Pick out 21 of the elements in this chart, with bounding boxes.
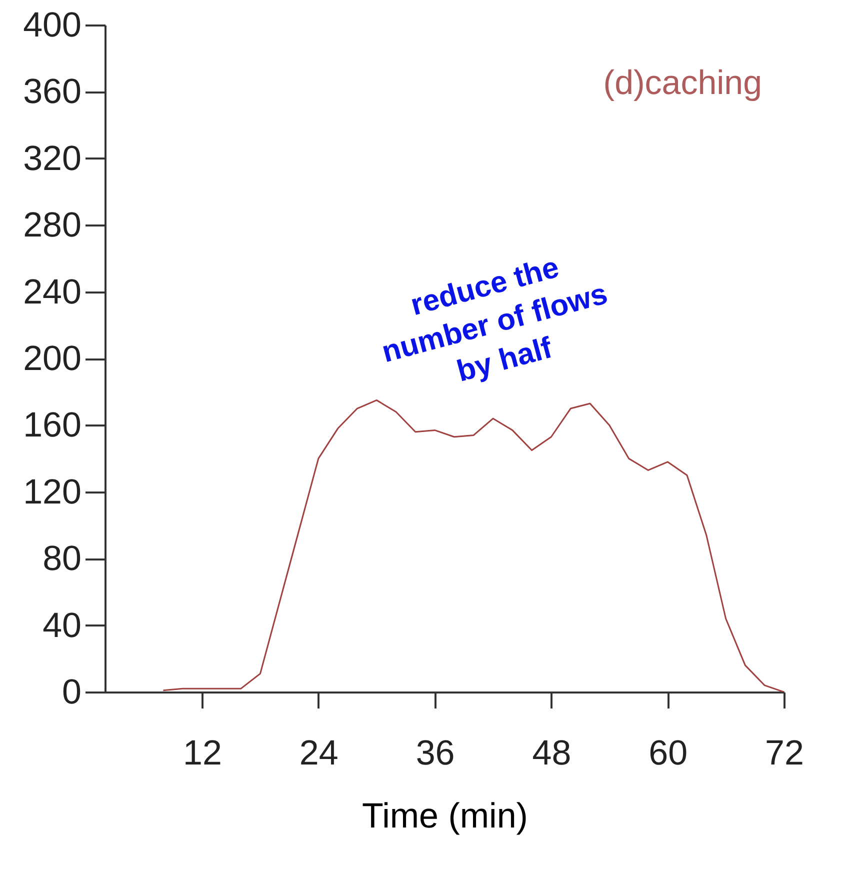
x-axis-title: Time (min)	[362, 796, 528, 836]
y-tick-label: 320	[23, 138, 82, 178]
x-tick-label: 60	[648, 734, 688, 772]
y-tick-label: 200	[23, 339, 82, 378]
x-tick-label: 12	[183, 734, 222, 772]
y-tick-label: 40	[42, 606, 82, 645]
x-tick-label: 72	[765, 734, 804, 772]
y-tick-label: 0	[62, 672, 82, 712]
y-tick-label: 280	[23, 206, 82, 245]
y-tick-label: 400	[23, 6, 82, 44]
x-tick-label: 48	[532, 734, 572, 772]
y-tick-label: 240	[23, 272, 82, 312]
text: (d)caching	[603, 64, 762, 102]
x-tick-label: 24	[299, 734, 338, 772]
annotation: reduce the number of flows by half	[378, 250, 611, 388]
y-tick-label: 160	[23, 406, 82, 445]
y-tick-label: 120	[23, 472, 82, 512]
x-tick-label: 36	[416, 734, 455, 772]
y-tick-label: 80	[42, 539, 82, 578]
y-tick-label: 360	[23, 72, 82, 112]
line-series	[162, 399, 784, 692]
